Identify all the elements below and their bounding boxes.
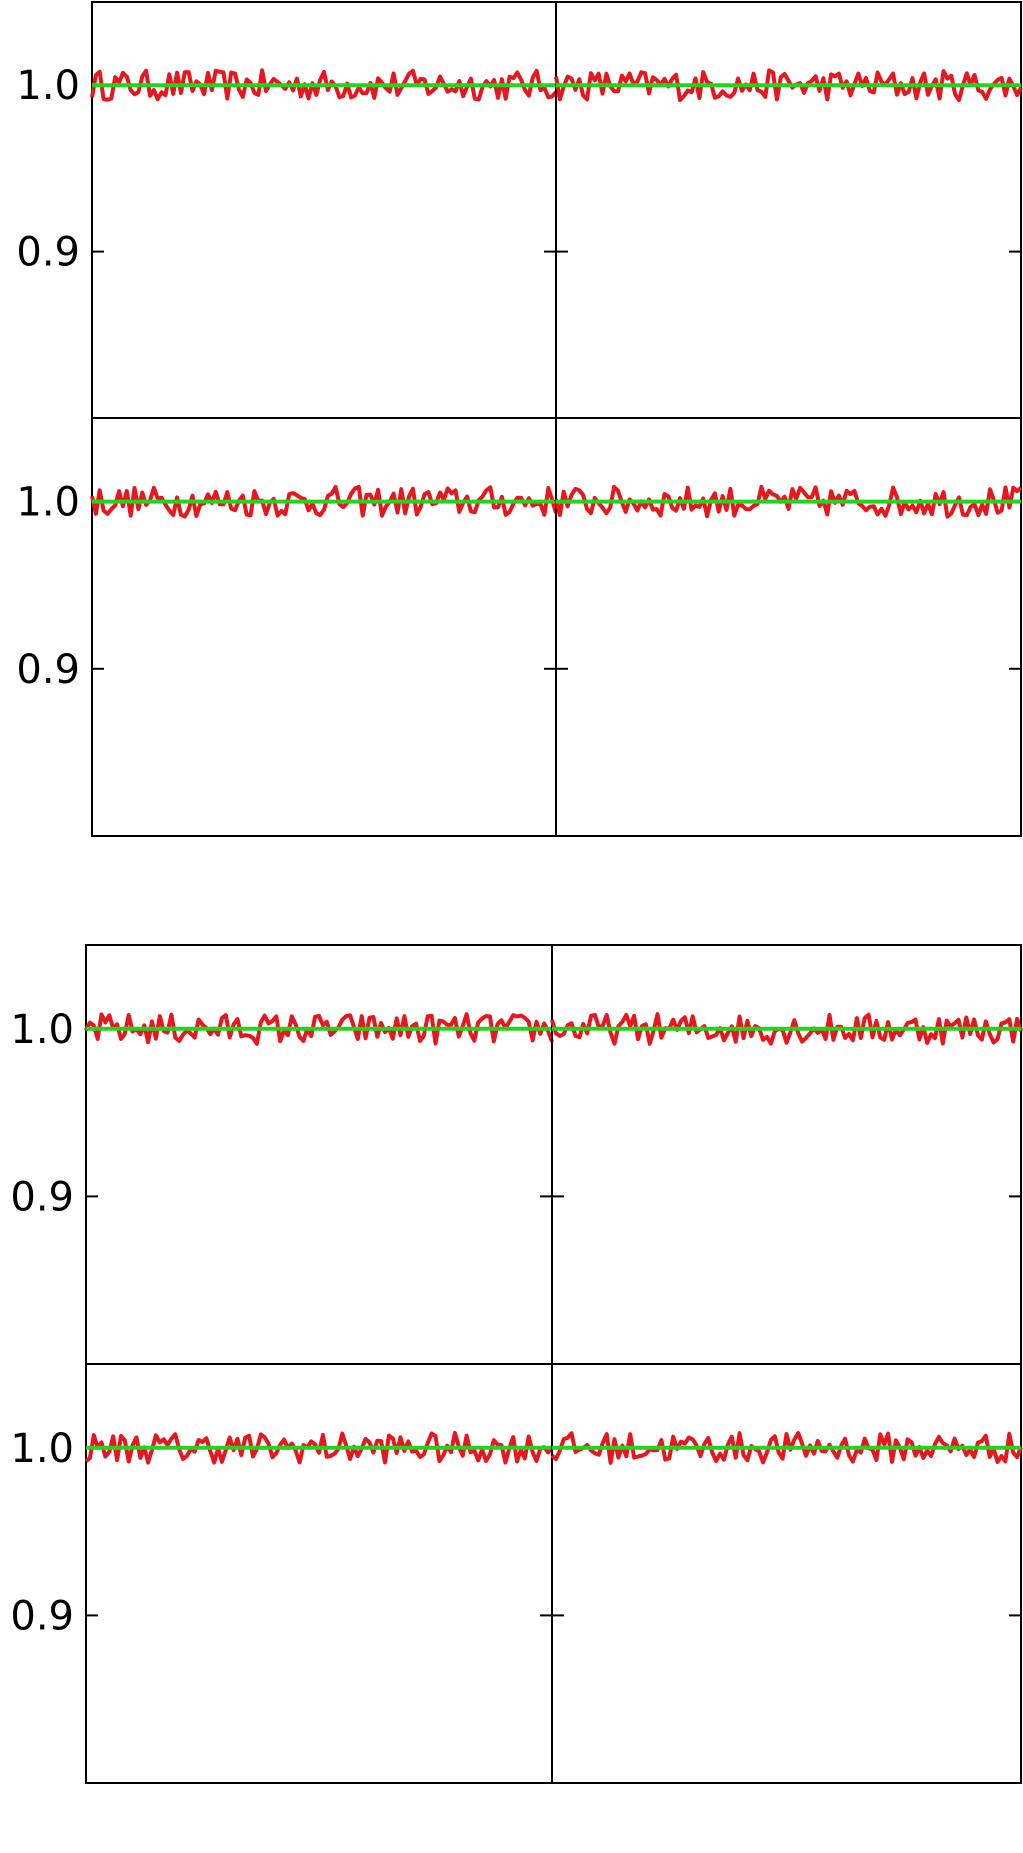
observed-spectrum-line: [84, 1430, 554, 1465]
observed-spectrum-line: [550, 1012, 1023, 1046]
panel-frame: [91, 1, 557, 419]
y-tick-label: 0.9: [16, 647, 80, 693]
y-tick-label: 0.9: [10, 1593, 74, 1639]
panel-4: 41434153(1)(2): [554, 417, 1023, 837]
y-tick-label: 0.9: [10, 1174, 74, 1220]
y-tick-label: 0.9: [16, 230, 80, 276]
panel-5: 0.91.0(2)(1): [10, 944, 554, 1365]
y-tick-label: 1.0: [10, 1007, 74, 1053]
panel-2: (2)(1): [554, 1, 1023, 419]
panel-8: 43864398(1)(2): [550, 1363, 1023, 1784]
panel-frame: [91, 417, 557, 837]
observed-spectrum-line: [550, 1431, 1023, 1465]
observed-spectrum-line: [90, 68, 558, 102]
panel-frame: [555, 417, 1022, 837]
panel-3: 0.91.050475057(1)(2): [16, 417, 558, 837]
panel-frame: [551, 1363, 1022, 1784]
observed-spectrum-line: [84, 1012, 554, 1046]
y-tick-label: 1.0: [16, 480, 80, 526]
panel-6: (2)(1): [550, 944, 1023, 1365]
panel-7: 0.91.047124722(1)(2): [10, 1363, 554, 1784]
y-tick-label: 1.0: [16, 63, 80, 109]
panel-frame: [551, 944, 1022, 1365]
panel-frame: [85, 1363, 553, 1784]
panel-frame: [555, 1, 1022, 419]
y-tick-label: 1.0: [10, 1426, 74, 1472]
panel-frame: [85, 944, 553, 1365]
panel-1: 0.91.0(2)(1): [16, 1, 558, 419]
